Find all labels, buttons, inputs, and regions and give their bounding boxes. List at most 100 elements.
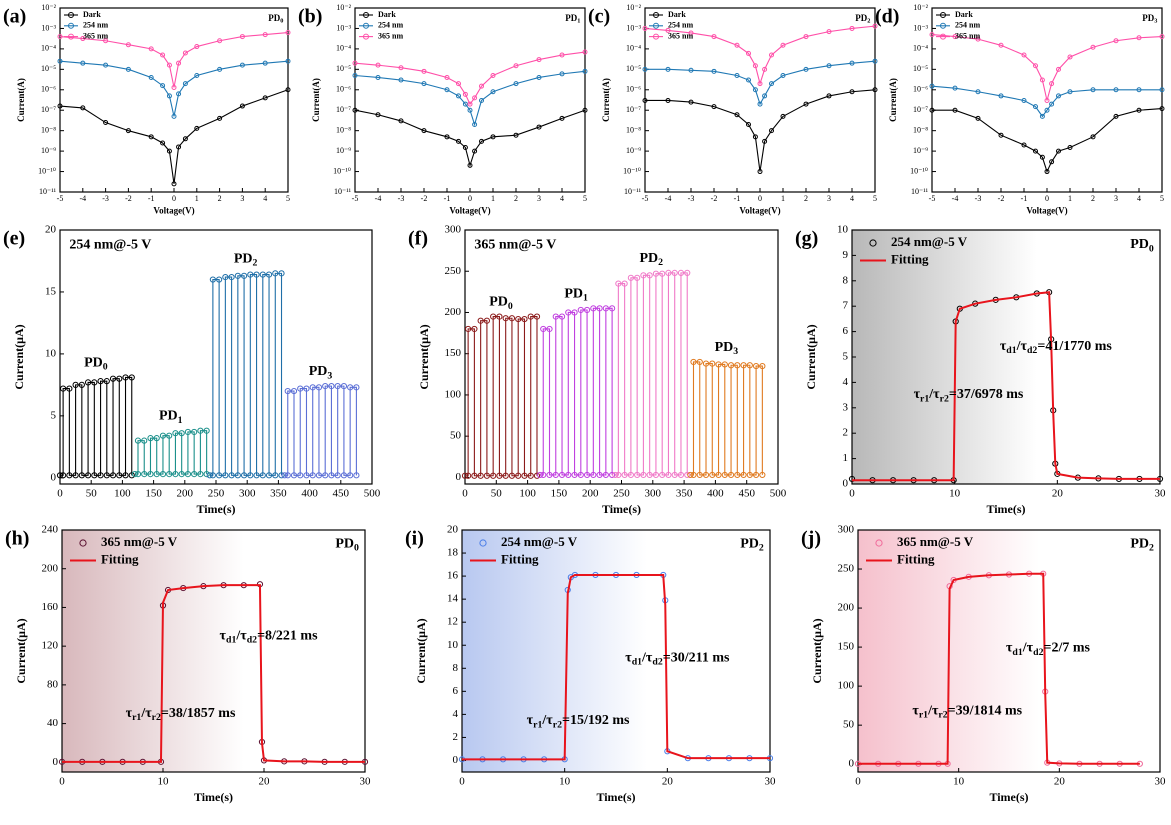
x-tick-label: 30	[1155, 487, 1167, 499]
data-point	[72, 472, 79, 479]
data-point	[471, 472, 478, 479]
data-point	[696, 471, 703, 479]
x-tick-label: 5	[583, 194, 587, 203]
y-tick-label: 10⁻⁸	[913, 125, 928, 134]
series-line	[931, 85, 1162, 118]
data-point	[477, 317, 484, 324]
series-label-part: PD	[715, 340, 734, 355]
annotation-part: PD	[268, 13, 280, 23]
y-tick-label: 100	[838, 680, 855, 692]
annotation-part: τ	[126, 706, 133, 721]
annotation: PD2	[1130, 537, 1154, 554]
y-tick-label: 6	[843, 325, 849, 337]
data-point	[148, 134, 154, 140]
data-point	[849, 89, 855, 95]
data-point	[347, 472, 354, 479]
data-point	[1090, 87, 1096, 93]
x-tick-label: 250	[613, 487, 630, 499]
data-point	[303, 385, 310, 392]
x-axis-label: Voltage(V)	[153, 205, 194, 215]
data-point	[536, 74, 542, 80]
y-tick-label: 200	[838, 602, 855, 614]
data-point	[421, 68, 427, 74]
x-tick-label: 450	[738, 487, 755, 499]
x-tick-label: -5	[929, 194, 936, 203]
data-point	[740, 471, 747, 479]
data-point	[479, 138, 484, 144]
data-point	[134, 437, 142, 444]
annotation-part: 0	[1149, 244, 1154, 255]
data-point	[353, 384, 360, 391]
data-point	[309, 472, 316, 479]
data-point	[762, 66, 768, 72]
data-point	[762, 138, 768, 144]
data-point	[239, 103, 245, 109]
y-tick-label: 9	[843, 249, 849, 261]
x-tick-label: 10	[559, 775, 571, 787]
legend-label: 365 nm	[668, 31, 693, 40]
y-tick-label: 10⁻⁹	[336, 146, 351, 155]
annotation-part: r2	[553, 720, 562, 731]
annotation-part: =30/211 ms	[663, 650, 730, 665]
data-point	[97, 378, 104, 385]
data-point	[272, 270, 279, 277]
y-tick-label: 10⁻³	[336, 23, 351, 32]
annotation-part: τ	[220, 629, 227, 644]
data-point	[194, 125, 200, 131]
y-tick-label: 1	[843, 452, 849, 464]
data-point	[125, 42, 131, 48]
annotation-part: d1	[1012, 647, 1022, 658]
legend-marker	[68, 33, 74, 40]
data-point	[1021, 142, 1027, 148]
data-point	[461, 472, 469, 479]
data-point	[929, 83, 935, 89]
y-tick-label: 0	[53, 756, 59, 768]
data-point	[602, 305, 609, 312]
data-point	[1044, 107, 1050, 113]
series-label-part: PD	[234, 252, 253, 267]
data-point	[334, 383, 341, 390]
data-point	[234, 472, 241, 479]
annotation-part: =15/192 ms	[562, 713, 630, 728]
data-point	[540, 471, 547, 479]
data-point	[262, 60, 268, 66]
data-point	[688, 99, 694, 105]
x-tick-label: 500	[364, 487, 381, 499]
data-point	[721, 361, 728, 368]
series-label-part: PD	[159, 409, 178, 424]
data-point	[746, 122, 751, 128]
x-tick-label: 200	[177, 487, 194, 499]
data-point	[483, 472, 491, 479]
y-tick-label: 40	[47, 717, 59, 729]
legend-label: Fitting	[897, 552, 935, 567]
data-point	[184, 470, 192, 478]
x-tick-label: 2	[514, 194, 518, 203]
annotation: τd1/τd2=2/7 ms	[1006, 641, 1091, 658]
data-point	[172, 430, 179, 437]
data-point	[285, 87, 291, 93]
data-point	[272, 472, 279, 479]
series-line	[615, 272, 688, 476]
x-tick-label: -4	[79, 194, 86, 203]
data-point	[103, 378, 110, 385]
series-line	[645, 89, 876, 172]
annotation-part: d2	[1033, 647, 1043, 658]
data-point	[182, 50, 188, 56]
data-point	[684, 471, 691, 479]
data-point	[702, 471, 710, 479]
x-tick-label: 20	[662, 775, 674, 787]
data-point	[952, 85, 958, 91]
data-point	[757, 169, 763, 175]
data-point	[278, 270, 285, 277]
data-point	[265, 472, 273, 479]
series-label: PD3	[715, 340, 739, 357]
annotation-part: PD	[1142, 13, 1154, 23]
data-point	[80, 36, 86, 42]
panel-label: (f)	[408, 228, 428, 250]
annotation: PD2	[740, 537, 764, 554]
data-point	[456, 93, 461, 99]
annotation: τr1/τr2=38/1857 ms	[126, 706, 236, 723]
data-point	[141, 437, 148, 444]
y-tick-label: 10⁻⁸	[41, 125, 56, 134]
